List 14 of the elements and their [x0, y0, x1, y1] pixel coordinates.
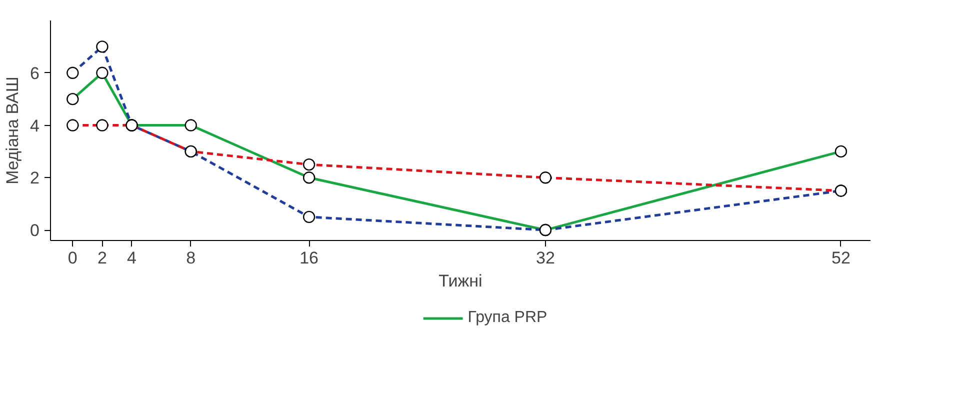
x-tick-label: 8	[186, 248, 196, 268]
x-tick-label: 0	[68, 248, 78, 268]
x-axis-title: Тижні	[438, 272, 482, 290]
legend-label: Група PRP	[468, 309, 548, 327]
y-tick-label: 6	[30, 64, 40, 83]
y-tick-label: 0	[30, 221, 40, 240]
x-tick-label: 4	[127, 248, 137, 268]
y-axis-title: Медіана ВАШ	[3, 76, 22, 184]
x-tick-label: 16	[300, 248, 319, 268]
x-tick-label: 2	[97, 248, 107, 268]
y-tick-label: 2	[30, 168, 40, 188]
x-tick-label: 52	[831, 248, 850, 268]
y-tick-label: 4	[30, 116, 40, 136]
x-tick-label: 32	[536, 248, 555, 268]
